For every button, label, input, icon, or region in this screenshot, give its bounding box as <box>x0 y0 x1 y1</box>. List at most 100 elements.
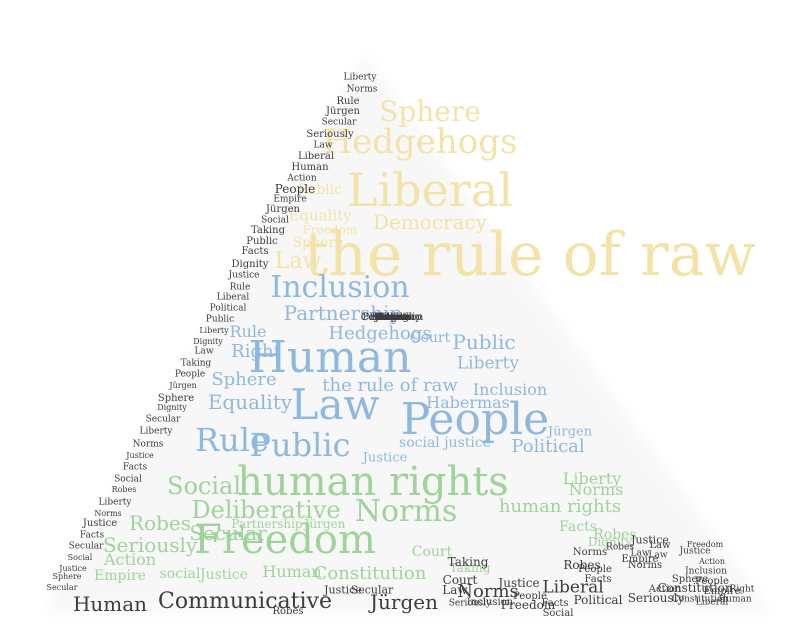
cloud-word: Facts <box>559 519 597 535</box>
cloud-word: Public <box>205 314 235 325</box>
cloud-word: Action <box>648 584 682 595</box>
cloud-word: Public <box>452 330 516 354</box>
cloud-word: Human <box>262 562 322 581</box>
cloud-word: Jürgen <box>547 424 593 440</box>
cloud-word: Empire <box>703 586 741 597</box>
cloud-word: Partnership <box>362 312 422 323</box>
cloud-word: Seriously <box>102 533 198 557</box>
cloud-word: Sphere <box>379 95 481 128</box>
cloud-word: Social <box>542 608 574 619</box>
cloud-word: Seriously <box>306 129 354 140</box>
cloud-word: Public <box>246 236 278 247</box>
cloud-word: Partnership <box>231 517 303 531</box>
cloud-word: Right <box>231 341 281 362</box>
cloud-word: Rule <box>336 96 360 107</box>
cloud-word: Justice <box>59 564 87 573</box>
cloud-word: Inclusion <box>472 380 548 399</box>
cloud-word: Facts <box>79 530 105 541</box>
cloud-word: Court <box>442 573 478 587</box>
cloud-word: Norms <box>568 480 624 499</box>
cloud-word: Human <box>373 312 411 323</box>
cloud-word: Facts <box>122 462 148 473</box>
cloud-word: Law <box>290 380 380 429</box>
cloud-word: Rule <box>229 282 251 293</box>
cloud-word: Empire <box>94 568 146 584</box>
cloud-word: human rights <box>498 496 622 517</box>
cloud-word: Robes <box>563 558 601 572</box>
cloud-word: social justice <box>399 435 491 451</box>
cloud-word: Secular <box>46 583 78 592</box>
cloud-word: Dignity <box>231 259 269 270</box>
cloud-word: Norms <box>627 560 663 571</box>
cloud-word: Partnership <box>283 301 403 325</box>
cloud-word: Norms <box>572 547 608 558</box>
cloud-word: Dignity <box>157 403 187 412</box>
cloud-word: social <box>159 566 201 582</box>
cloud-word: Social <box>67 553 93 562</box>
cloud-word: Secular <box>68 541 104 552</box>
cloud-word: Liberty <box>199 326 229 335</box>
cloud-word: Taking <box>375 312 409 323</box>
cloud-word: Freedom <box>369 312 415 323</box>
cloud-word: Dignity <box>587 535 633 549</box>
cloud-word: People <box>695 576 729 587</box>
cloud-word: Justice <box>324 583 362 597</box>
cloud-word: Law <box>442 583 468 597</box>
cloud-word: Robes <box>128 511 192 535</box>
cloud-word: Right <box>729 584 755 595</box>
cloud-word: Liberty <box>456 353 520 374</box>
cloud-word: Jürgen <box>326 106 360 117</box>
cloud-word: Constitution <box>671 594 729 605</box>
cloud-word: Secular <box>145 414 181 425</box>
cloud-word: Court <box>409 330 451 346</box>
cloud-word: Norms <box>132 439 164 450</box>
cloud-word: Human <box>718 594 752 605</box>
cloud-word: Norms <box>94 509 122 518</box>
cloud-word: human rights <box>237 459 509 505</box>
cloud-word: Norms <box>457 581 519 602</box>
cloud-word: Taking <box>180 358 212 369</box>
cloud-word: Robes <box>111 485 137 494</box>
cloud-word: Empire <box>621 554 659 565</box>
cloud-word: Action <box>699 557 725 566</box>
cloud-word: Rule <box>195 421 269 459</box>
cloud-word: Action <box>104 550 156 569</box>
cloud-word: Law <box>274 249 322 274</box>
cloud-word: Jürgen <box>169 381 197 390</box>
cloud-word: Action <box>287 173 317 184</box>
cloud-word: Justice <box>126 451 154 460</box>
cloud-word: Liberal <box>542 577 604 598</box>
cloud-word: Norms <box>374 312 410 323</box>
cloud-word: Freedom <box>194 517 376 563</box>
cloud-word: Dignity <box>193 337 223 346</box>
cloud-word: Norms <box>374 312 410 323</box>
cloud-word: Social <box>114 474 142 485</box>
cloud-word: Liberty <box>343 72 377 83</box>
cloud-word: People <box>274 182 316 196</box>
cloud-word: Social <box>261 215 289 226</box>
cloud-word: Freedom <box>686 540 724 549</box>
cloud-word: Norms <box>346 84 378 95</box>
cloud-word: People <box>375 312 409 323</box>
cloud-word: Empire <box>273 194 307 205</box>
cloud-word: Sphere <box>211 369 277 390</box>
cloud-word: Facts <box>541 598 569 609</box>
cloud-word: Liberal <box>346 163 514 217</box>
cloud-word: People <box>578 564 612 575</box>
cloud-word: Justice <box>199 567 249 583</box>
cloud-word: Liberty <box>98 497 132 508</box>
cloud-word: Justice <box>362 450 408 466</box>
cloud-word: Justice <box>374 312 410 323</box>
cloud-word: Law <box>313 140 333 151</box>
cloud-word: Taking <box>447 555 489 569</box>
cloud-word: Liberal <box>297 151 335 162</box>
cloud-word: Equality <box>288 206 352 225</box>
cloud-word: Constitution <box>360 312 424 323</box>
cloud-word: Jürgen <box>304 517 346 531</box>
cloud-word: Court <box>377 312 407 323</box>
cloud-word: Taking <box>375 312 409 323</box>
cloud-word: Justice <box>82 518 118 529</box>
cloud-word: Inclusion <box>270 270 410 305</box>
cloud-word: Political <box>209 303 247 314</box>
